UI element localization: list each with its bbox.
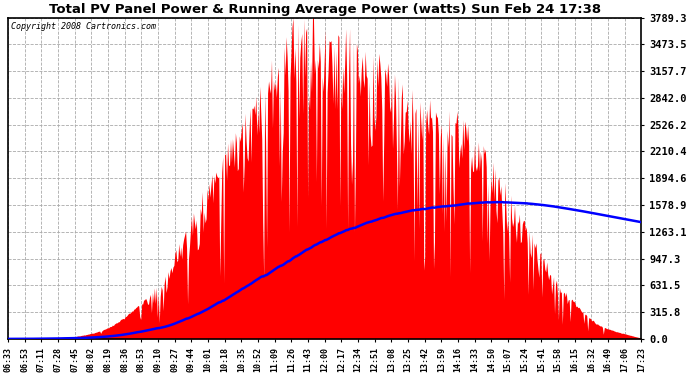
- Title: Total PV Panel Power & Running Average Power (watts) Sun Feb 24 17:38: Total PV Panel Power & Running Average P…: [48, 3, 601, 16]
- Text: Copyright 2008 Cartronics.com: Copyright 2008 Cartronics.com: [11, 22, 156, 32]
